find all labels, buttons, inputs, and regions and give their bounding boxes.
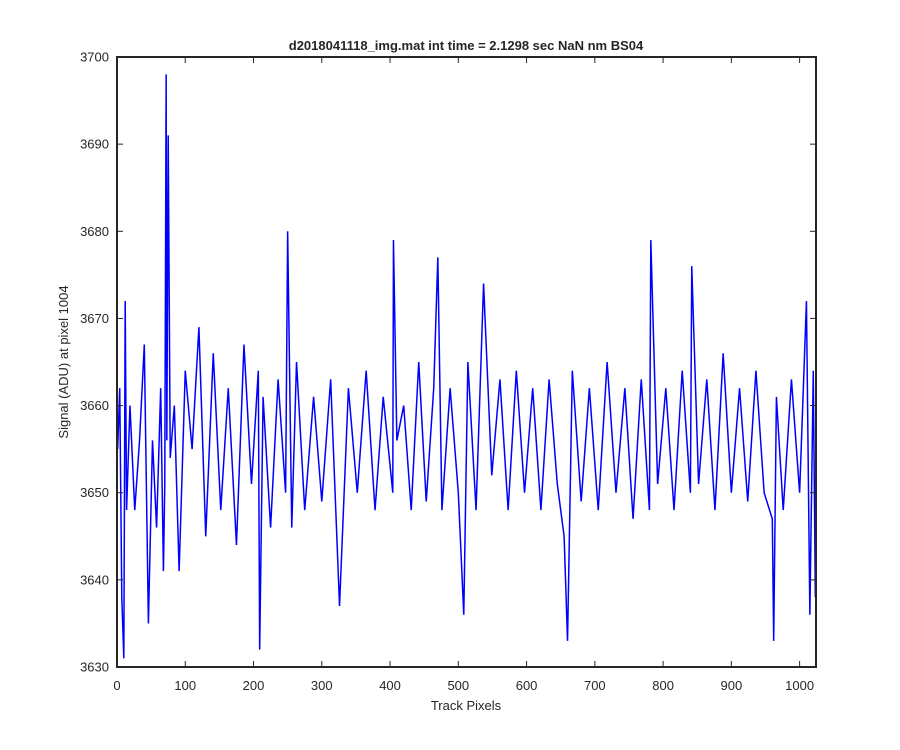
y-tick-label: 3700 (80, 50, 109, 65)
y-tick-label: 3630 (80, 660, 109, 675)
plot-background (117, 57, 816, 667)
x-tick-label: 800 (652, 678, 674, 693)
series-line (116, 74, 817, 659)
y-tick-label: 3680 (80, 224, 109, 239)
x-axis-label: Track Pixels (431, 698, 502, 713)
x-tick-label: 1000 (785, 678, 814, 693)
y-tick-label: 3650 (80, 485, 109, 500)
x-tick-label: 600 (516, 678, 538, 693)
y-tick-label: 3670 (80, 311, 109, 326)
x-tick-label: 500 (447, 678, 469, 693)
x-tick-label: 200 (243, 678, 265, 693)
plot-frame (116, 56, 817, 668)
chart-title: d2018041118_img.mat int time = 2.1298 se… (289, 38, 644, 53)
x-tick-label: 300 (311, 678, 333, 693)
y-tick-label: 3640 (80, 572, 109, 587)
x-tick-label: 700 (584, 678, 606, 693)
data-layer (116, 74, 817, 659)
x-tick-label: 0 (113, 678, 120, 693)
y-tick-label: 3660 (80, 398, 109, 413)
y-axis-label: Signal (ADU) at pixel 1004 (56, 285, 71, 438)
y-tick-label: 3690 (80, 137, 109, 152)
x-tick-label: 900 (721, 678, 743, 693)
x-tick-label: 100 (174, 678, 196, 693)
x-tick-label: 400 (379, 678, 401, 693)
